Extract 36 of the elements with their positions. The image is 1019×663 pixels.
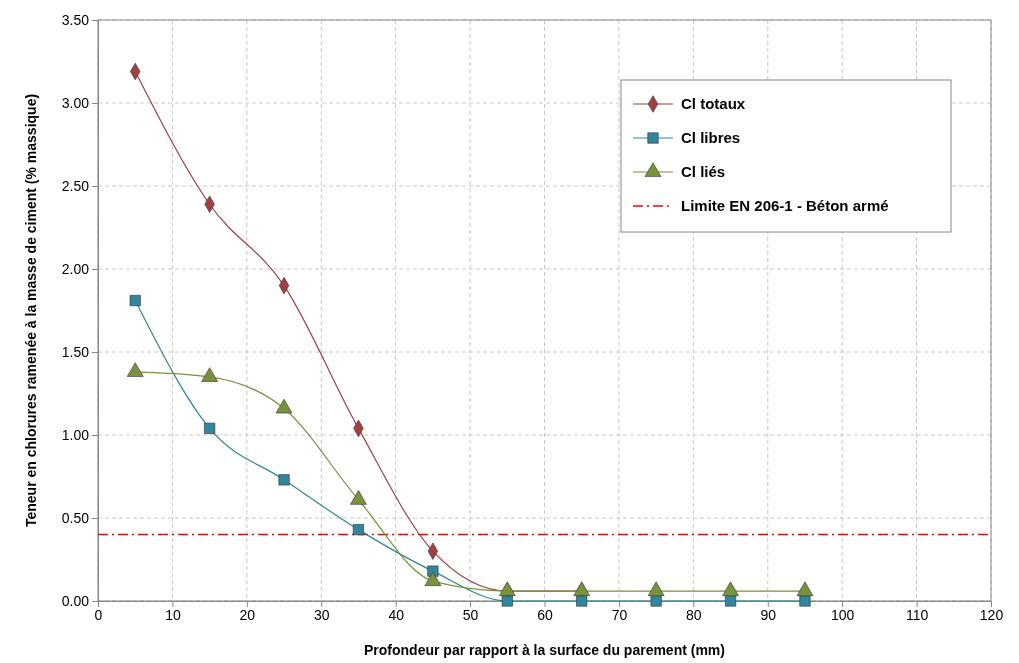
x-axis-title: Profondeur par rapport à la surface du parement (mm) — [364, 642, 725, 658]
y-tick-label: 0.00 — [61, 592, 90, 609]
y-tick-label: 1.50 — [61, 343, 90, 360]
x-tick-label: 80 — [686, 606, 702, 623]
x-tick-label: 100 — [830, 606, 855, 623]
y-tick-label: 2.00 — [61, 260, 90, 277]
point — [501, 595, 513, 607]
point — [650, 595, 662, 607]
legend-label: Cl totaux — [681, 95, 746, 112]
x-tick-label: 0 — [94, 606, 103, 623]
point — [799, 595, 811, 607]
x-tick-label: 110 — [905, 606, 929, 623]
y-tick-label: 3.00 — [61, 94, 90, 111]
point — [204, 422, 216, 434]
x-tick-label: 70 — [611, 606, 628, 623]
point — [278, 474, 290, 486]
x-tick-label: 60 — [537, 606, 553, 623]
x-tick-label: 10 — [165, 606, 181, 623]
point — [576, 595, 588, 607]
legend-label: Cl libres — [681, 129, 741, 146]
point — [725, 595, 737, 607]
x-tick-label: 50 — [462, 606, 479, 623]
x-tick-label: 30 — [313, 606, 330, 623]
point — [352, 524, 364, 536]
legend-label: Cl liés — [681, 163, 726, 180]
x-tick-label: 90 — [760, 606, 777, 623]
y-axis-title: Teneur en chlorures ramenée à la masse de ciment (% massique) — [23, 93, 39, 528]
legend-label: Limite EN 206-1 - Béton armé — [681, 197, 889, 214]
x-tick-label: 120 — [979, 606, 1004, 623]
y-tick-label: 1.00 — [61, 426, 90, 443]
x-tick-label: 40 — [388, 606, 405, 623]
x-tick-label: 20 — [239, 606, 256, 623]
y-tick-label: 3.50 — [61, 11, 90, 28]
y-tick-label: 2.50 — [61, 177, 90, 194]
y-tick-label: 0.50 — [61, 509, 90, 526]
point — [129, 295, 141, 307]
